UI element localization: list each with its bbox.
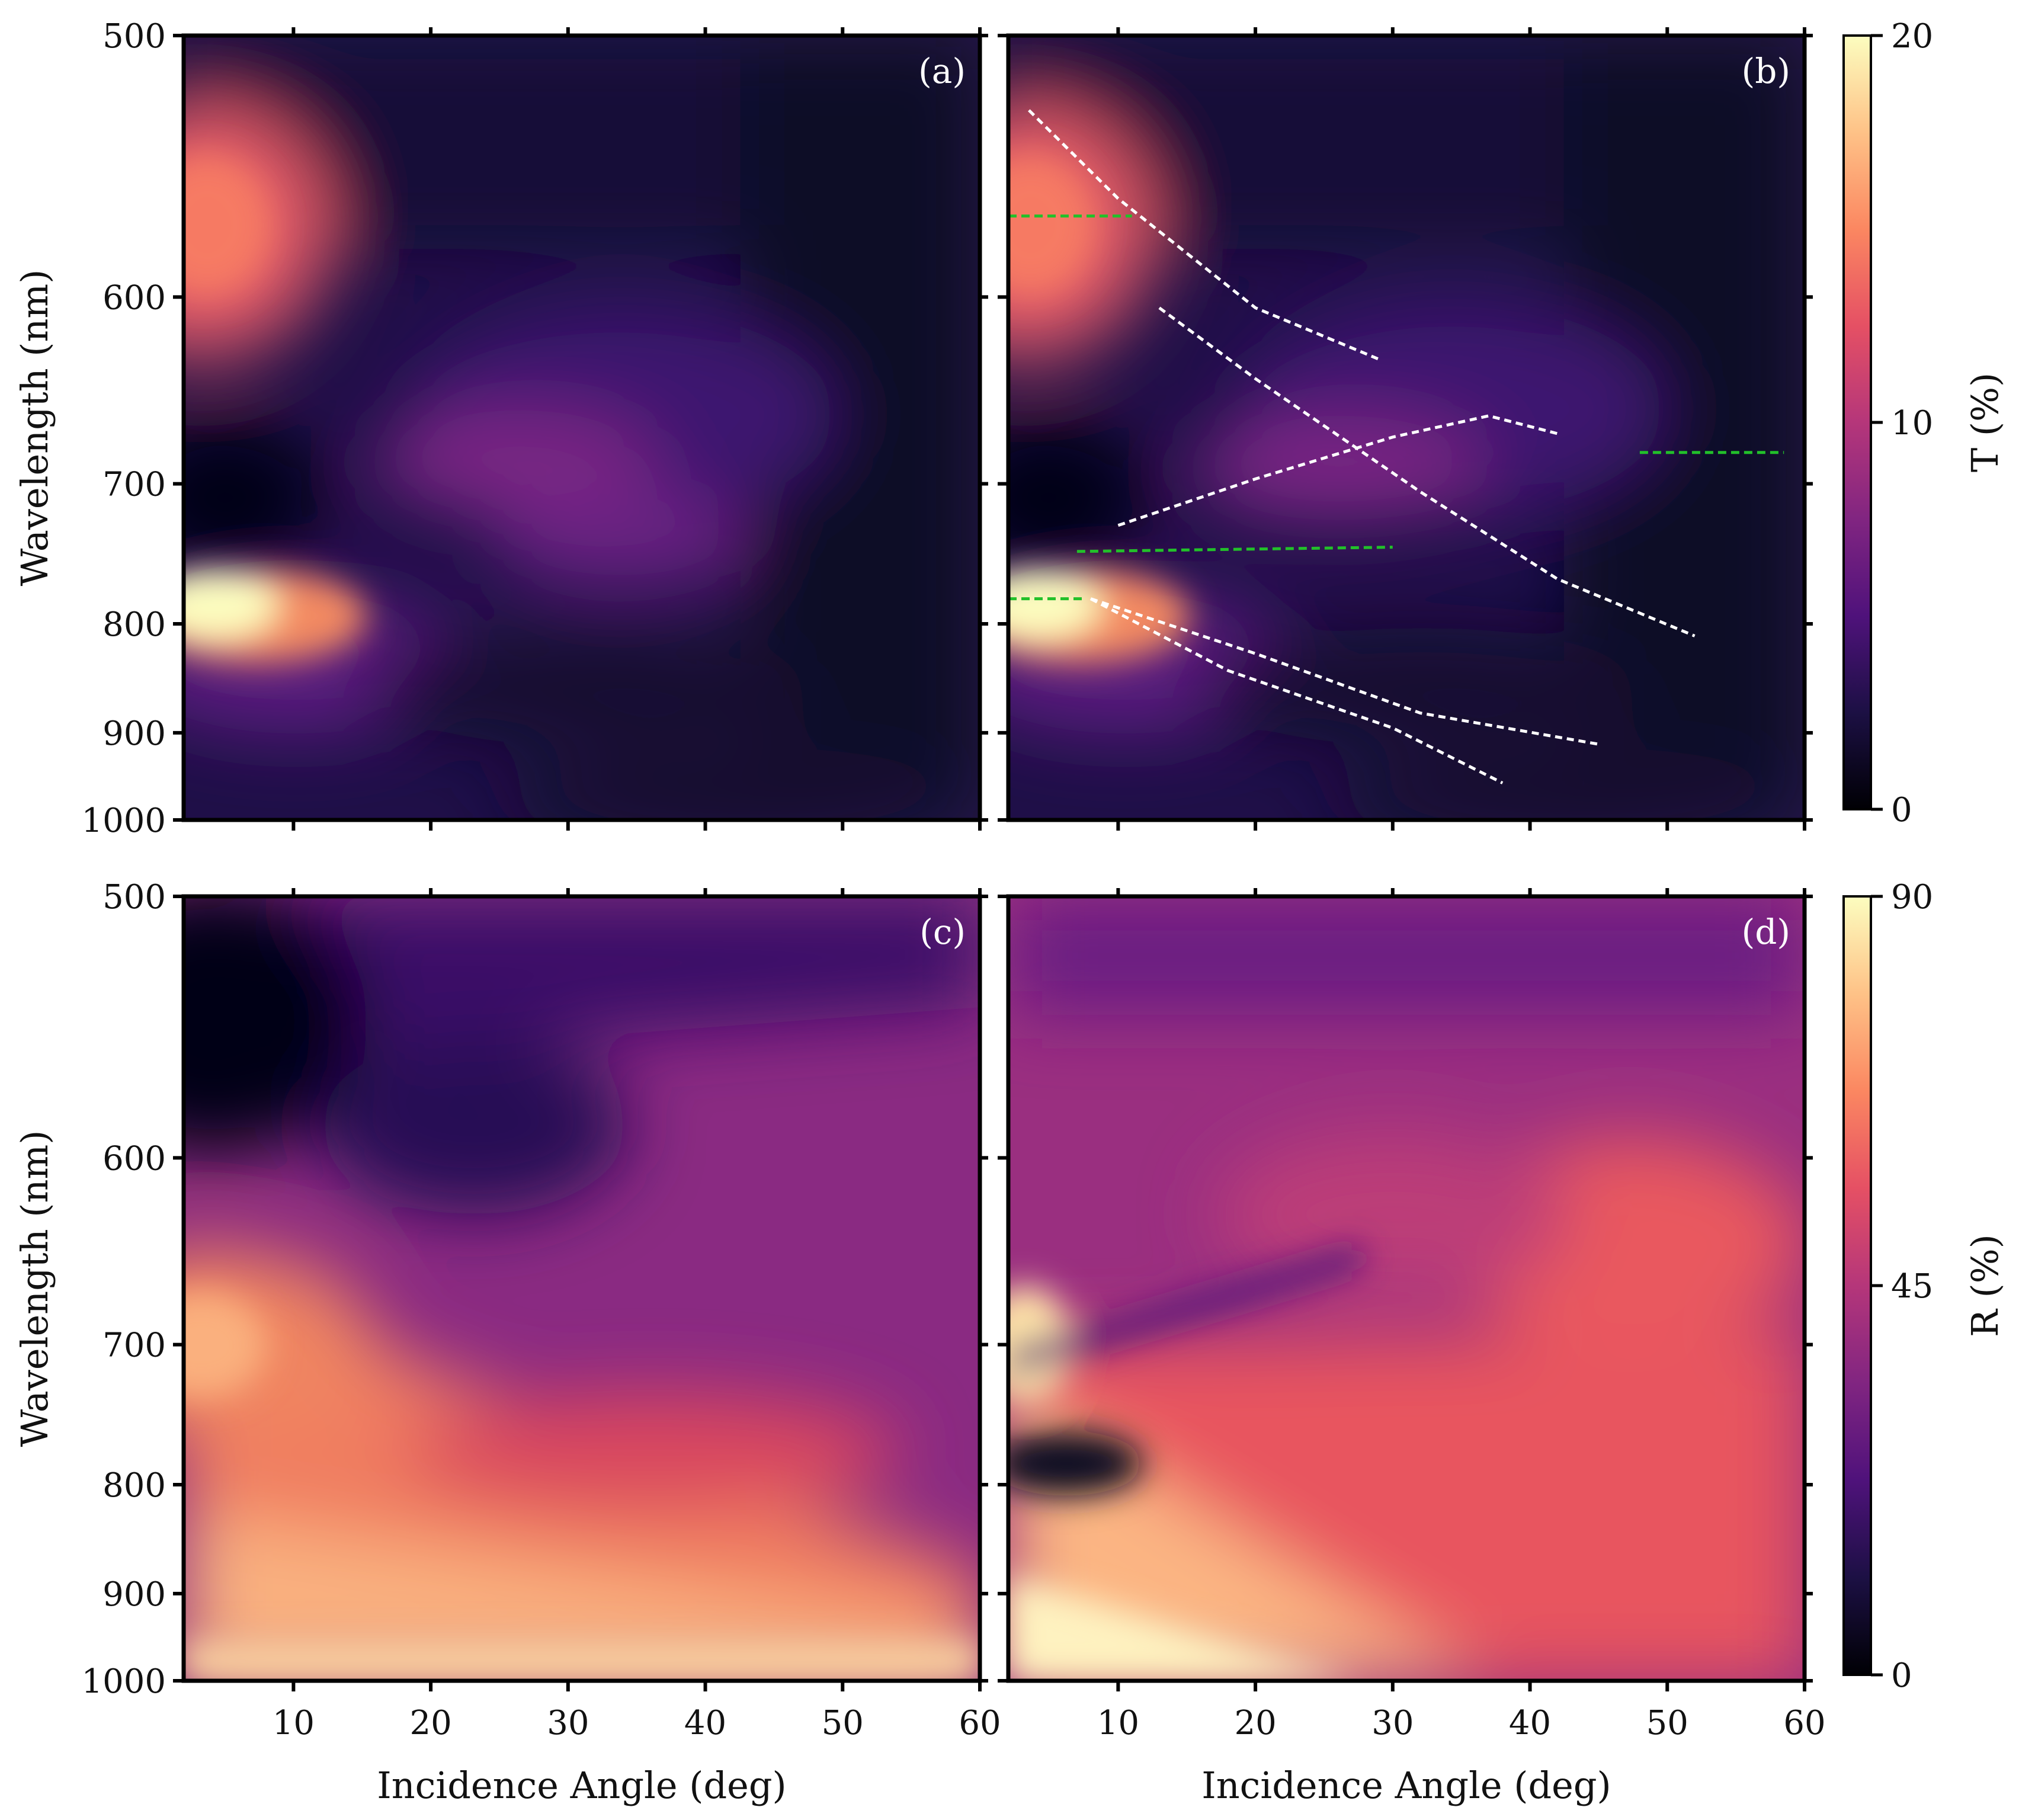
y-tick-label: 1000 [81, 1662, 166, 1701]
y-tick-label: 800 [102, 605, 166, 644]
axes-frame-a [181, 33, 982, 822]
x-tick-label: 20 [409, 1704, 451, 1742]
panel-tag-d: (d) [1742, 912, 1790, 952]
x-axis-title-c: Incidence Angle (deg) [377, 1764, 786, 1807]
colorbar-tick-label: 45 [1891, 1267, 1933, 1306]
panel-tag-c: (c) [919, 912, 966, 952]
panel-tag-a: (a) [918, 51, 966, 91]
white-guide-line [1028, 109, 1380, 361]
colorbar-ticks: 20 10 0 90 45 0 [1871, 17, 1933, 1695]
heatmap-a [184, 36, 980, 820]
x-tick-label: 40 [684, 1704, 726, 1742]
colorbar-tick-label: 10 [1891, 404, 1933, 443]
x-tick-label: 40 [1509, 1704, 1551, 1742]
white-guide-line [1089, 597, 1504, 784]
axes-frame-c [181, 894, 982, 1683]
colorbar-top [1842, 34, 1872, 810]
colorbar-label-bottom: R (%) [1963, 1234, 2007, 1337]
y-axis-title-top: Wavelength (nm) [13, 270, 56, 587]
x-axis-title-d: Incidence Angle (deg) [1201, 1764, 1611, 1807]
green-guide-line [1076, 546, 1393, 553]
x-tick-label: 60 [1783, 1704, 1825, 1742]
x-tick-labels: 10 20 30 40 50 60 10 20 30 40 50 60 [273, 1704, 1826, 1742]
x-tick-label: 30 [547, 1704, 589, 1742]
colorbar-tick-label: 20 [1891, 17, 1933, 56]
colorbar-tick-label: 90 [1891, 878, 1933, 917]
x-tick-label: 60 [959, 1704, 1001, 1742]
y-tick-label: 600 [102, 278, 166, 317]
y-tick-labels: 500 600 700 800 900 1000 500 600 700 800 900 1000 [81, 17, 166, 1701]
x-tick-label: 20 [1234, 1704, 1276, 1742]
y-tick-label: 500 [102, 878, 166, 917]
colorbar-bottom [1842, 895, 1872, 1676]
y-tick-label: 900 [102, 1575, 166, 1614]
x-tick-label: 30 [1371, 1704, 1414, 1742]
x-tick-label: 50 [822, 1704, 864, 1742]
y-tick-label: 700 [102, 1326, 166, 1365]
white-guide-line [1117, 414, 1558, 527]
axes-frame-d [1006, 894, 1807, 1683]
x-tick-label: 10 [273, 1704, 315, 1742]
y-tick-label: 600 [102, 1139, 166, 1178]
colorbar-tick-label: 0 [1891, 1656, 1912, 1695]
colorbar-label-top: T (%) [1963, 373, 2007, 472]
x-tick-label: 50 [1646, 1704, 1688, 1742]
y-axis-title-bottom: Wavelength (nm) [13, 1130, 56, 1447]
axes-frame-b [1006, 33, 1807, 822]
y-tick-label: 800 [102, 1466, 166, 1505]
y-tick-label: 1000 [81, 802, 166, 840]
heatmap-c [184, 896, 980, 1681]
guide-lines [1008, 109, 1784, 784]
y-tick-label: 700 [102, 466, 166, 504]
white-guide-line [1090, 597, 1599, 746]
y-tick-label: 900 [102, 714, 166, 753]
y-tick-label: 500 [102, 17, 166, 56]
panel-tag-b: (b) [1742, 51, 1790, 91]
heatmap-d [1008, 896, 1805, 1681]
colorbar-tick-label: 0 [1891, 791, 1912, 829]
heatmap-b [1008, 36, 1805, 820]
x-tick-label: 10 [1097, 1704, 1139, 1742]
axis-ticks [173, 27, 1813, 1691]
